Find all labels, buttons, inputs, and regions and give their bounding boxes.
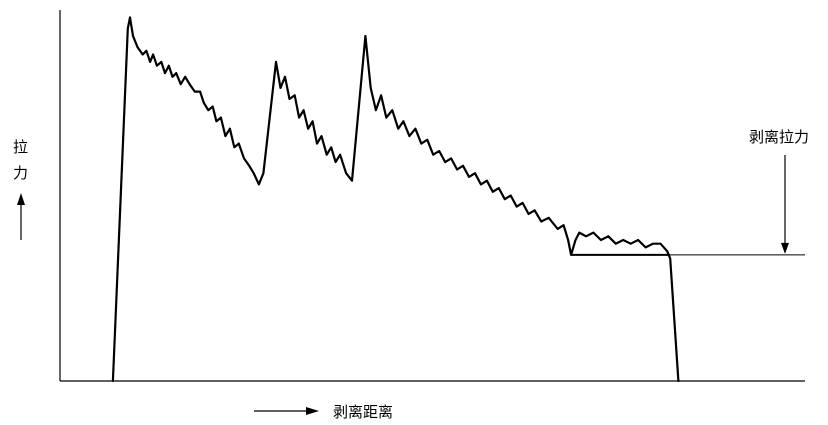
peel-force-curve — [111, 16, 680, 383]
y-axis-label-char-1: 拉 — [13, 138, 28, 156]
peel-force-arrow-icon — [781, 242, 789, 254]
y-axis-label-arrow-icon — [17, 193, 25, 240]
peel-force-annotation: 剥离拉力 — [749, 128, 809, 146]
x-axis-label-arrow-icon — [254, 407, 319, 415]
x-axis-label: 剥离距离 — [333, 403, 393, 421]
y-axis-label-char-2: 力 — [13, 164, 28, 182]
